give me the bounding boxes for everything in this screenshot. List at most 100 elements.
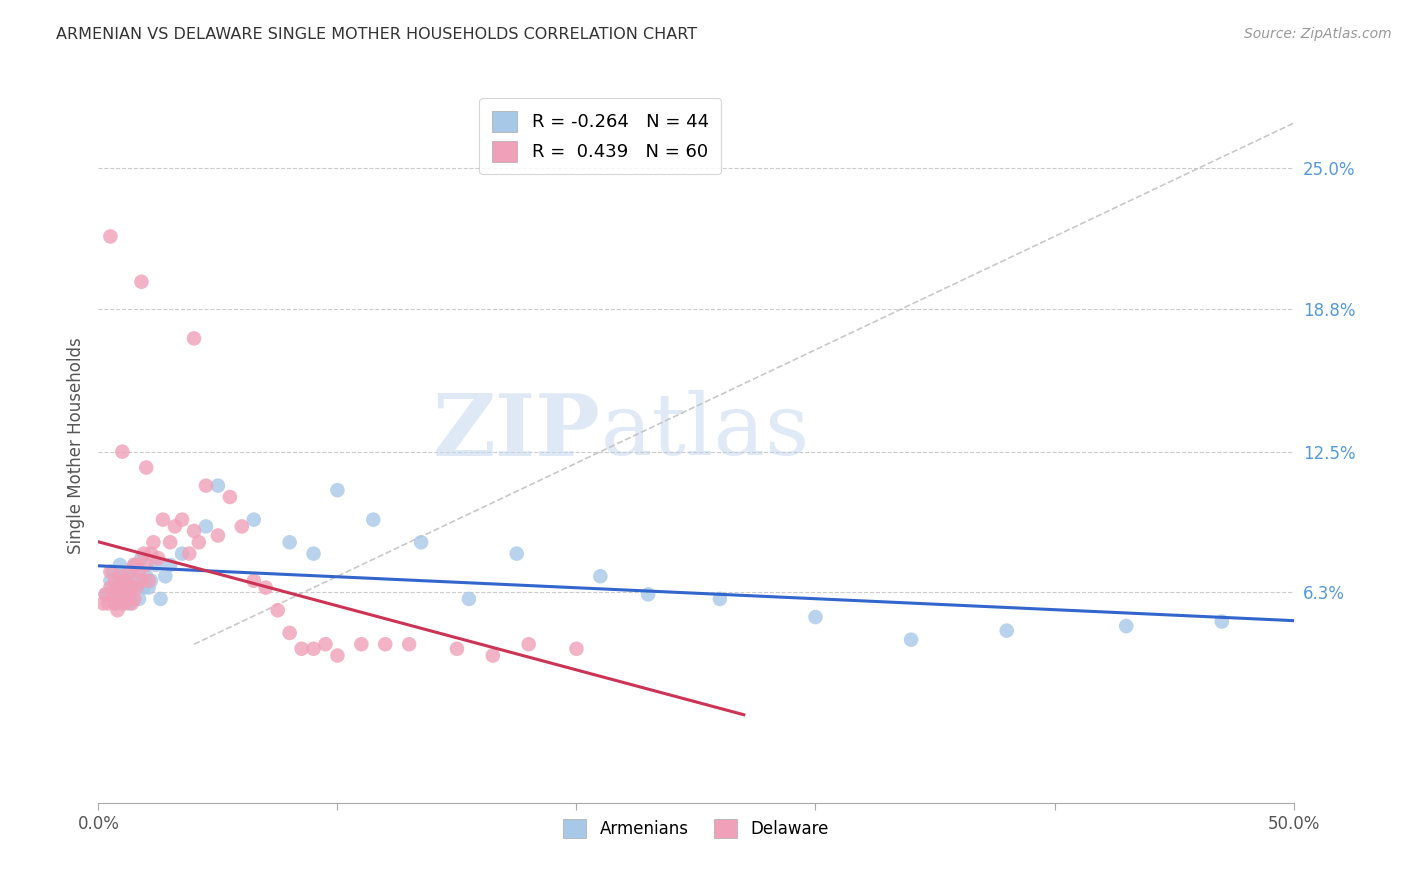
Point	[132, 547, 155, 561]
Point	[131, 551, 153, 566]
Point	[115, 574, 138, 588]
Point	[128, 591, 150, 606]
Point	[326, 483, 349, 498]
Point	[207, 478, 229, 492]
Legend: Armenians, Delaware: Armenians, Delaware	[557, 812, 835, 845]
Point	[139, 574, 162, 588]
Point	[91, 597, 114, 611]
Point	[125, 574, 148, 588]
Point	[111, 569, 134, 583]
Point	[172, 513, 194, 527]
Point	[159, 558, 181, 572]
Point	[446, 641, 468, 656]
Point	[195, 478, 218, 492]
Point	[94, 587, 117, 601]
Point	[1115, 619, 1137, 633]
Point	[135, 558, 157, 572]
Point	[124, 558, 146, 572]
Point	[995, 624, 1018, 638]
Point	[267, 603, 290, 617]
Point	[114, 574, 136, 588]
Point	[138, 574, 160, 588]
Point	[350, 637, 373, 651]
Point	[179, 547, 201, 561]
Point	[163, 519, 186, 533]
Point	[1211, 615, 1233, 629]
Point	[195, 519, 218, 533]
Point	[101, 587, 124, 601]
Point	[107, 581, 129, 595]
Point	[94, 587, 117, 601]
Point	[278, 626, 301, 640]
Point	[107, 585, 129, 599]
Point	[481, 648, 505, 663]
Point	[114, 574, 136, 588]
Point	[145, 558, 167, 572]
Point	[125, 558, 148, 572]
Point	[159, 535, 181, 549]
Point	[231, 519, 253, 533]
Point	[291, 641, 314, 656]
Point	[506, 547, 529, 561]
Point	[111, 581, 134, 595]
Point	[219, 490, 242, 504]
Point	[101, 565, 124, 579]
Point	[183, 331, 205, 345]
Text: Source: ZipAtlas.com: Source: ZipAtlas.com	[1244, 27, 1392, 41]
Point	[243, 574, 266, 588]
Point	[709, 591, 731, 606]
Point	[315, 637, 337, 651]
Point	[121, 565, 143, 579]
Point	[804, 610, 827, 624]
Point	[149, 591, 172, 606]
Point	[125, 581, 148, 595]
Point	[125, 581, 148, 595]
Point	[398, 637, 420, 651]
Point	[98, 229, 122, 244]
Point	[108, 587, 131, 601]
Point	[142, 535, 165, 549]
Point	[121, 581, 143, 595]
Point	[589, 569, 612, 583]
Point	[98, 565, 122, 579]
Text: atlas: atlas	[600, 390, 810, 474]
Point	[243, 513, 266, 527]
Point	[111, 597, 134, 611]
Point	[104, 597, 127, 611]
Point	[187, 535, 209, 549]
Point	[152, 513, 174, 527]
Point	[124, 591, 146, 606]
Point	[111, 581, 134, 595]
Point	[98, 581, 122, 595]
Point	[131, 275, 153, 289]
Point	[138, 581, 160, 595]
Point	[115, 591, 138, 606]
Point	[302, 641, 325, 656]
Point	[131, 574, 153, 588]
Point	[118, 597, 141, 611]
Point	[411, 535, 433, 549]
Point	[118, 587, 141, 601]
Y-axis label: Single Mother Households: Single Mother Households	[66, 338, 84, 554]
Point	[517, 637, 540, 651]
Point	[637, 587, 659, 601]
Point	[128, 565, 150, 579]
Point	[278, 535, 301, 549]
Point	[183, 524, 205, 538]
Text: ARMENIAN VS DELAWARE SINGLE MOTHER HOUSEHOLDS CORRELATION CHART: ARMENIAN VS DELAWARE SINGLE MOTHER HOUSE…	[56, 27, 697, 42]
Point	[132, 581, 155, 595]
Point	[155, 569, 177, 583]
Point	[135, 569, 157, 583]
Point	[139, 547, 162, 561]
Point	[254, 581, 277, 595]
Point	[326, 648, 349, 663]
Point	[207, 528, 229, 542]
Point	[108, 558, 131, 572]
Point	[118, 565, 141, 579]
Point	[135, 460, 157, 475]
Point	[302, 547, 325, 561]
Point	[115, 587, 138, 601]
Point	[148, 551, 170, 566]
Point	[114, 597, 136, 611]
Point	[97, 597, 120, 611]
